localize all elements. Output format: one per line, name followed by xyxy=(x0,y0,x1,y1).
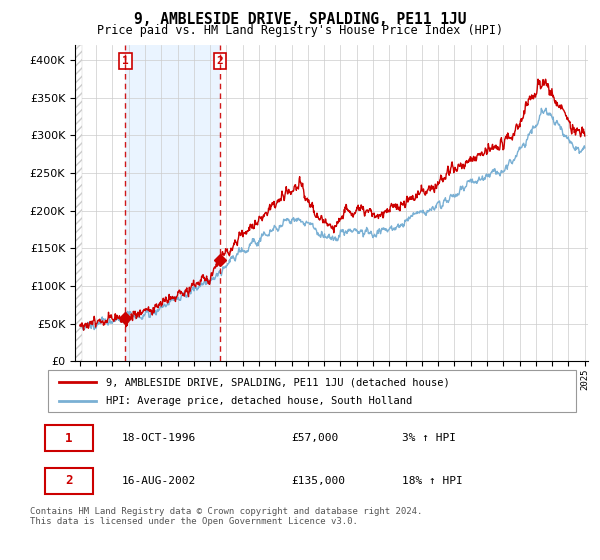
Text: 1: 1 xyxy=(65,432,73,445)
FancyBboxPatch shape xyxy=(48,370,576,412)
Text: 18-OCT-1996: 18-OCT-1996 xyxy=(122,433,196,444)
Text: Contains HM Land Registry data © Crown copyright and database right 2024.
This d: Contains HM Land Registry data © Crown c… xyxy=(30,507,422,526)
Text: 2: 2 xyxy=(217,56,223,66)
Text: £135,000: £135,000 xyxy=(291,475,345,486)
Text: Price paid vs. HM Land Registry's House Price Index (HPI): Price paid vs. HM Land Registry's House … xyxy=(97,24,503,36)
Text: 16-AUG-2002: 16-AUG-2002 xyxy=(122,475,196,486)
Text: £57,000: £57,000 xyxy=(291,433,338,444)
Text: 9, AMBLESIDE DRIVE, SPALDING, PE11 1JU: 9, AMBLESIDE DRIVE, SPALDING, PE11 1JU xyxy=(134,12,466,27)
Bar xyxy=(72,45,82,361)
Bar xyxy=(125,45,220,361)
Text: 9, AMBLESIDE DRIVE, SPALDING, PE11 1JU (detached house): 9, AMBLESIDE DRIVE, SPALDING, PE11 1JU (… xyxy=(106,377,450,387)
Text: HPI: Average price, detached house, South Holland: HPI: Average price, detached house, Sout… xyxy=(106,396,412,406)
Text: 2: 2 xyxy=(65,474,73,487)
FancyBboxPatch shape xyxy=(46,426,93,451)
Text: 3% ↑ HPI: 3% ↑ HPI xyxy=(402,433,456,444)
Text: 1: 1 xyxy=(122,56,129,66)
FancyBboxPatch shape xyxy=(46,468,93,493)
Text: 18% ↑ HPI: 18% ↑ HPI xyxy=(402,475,463,486)
